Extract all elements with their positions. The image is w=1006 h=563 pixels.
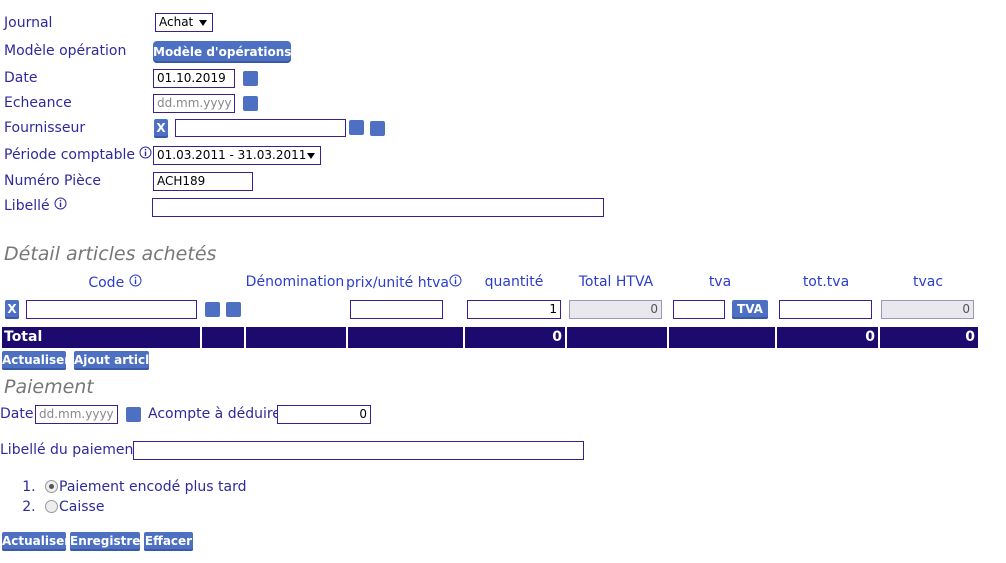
- info-icon: [449, 274, 462, 287]
- paiement-date-input[interactable]: dd.mm.yyyy: [35, 405, 118, 424]
- label-text: Libellé: [4, 198, 50, 214]
- tva-input[interactable]: [673, 300, 725, 319]
- quantite-input[interactable]: 1: [467, 300, 561, 319]
- search-icon[interactable]: [349, 120, 364, 135]
- model-button[interactable]: Modèle d'opérations: [153, 41, 291, 63]
- header-text: prix/unité htva: [346, 275, 449, 291]
- total-tot-tva: 0: [777, 327, 880, 348]
- column-header: tva: [708, 274, 732, 290]
- label: Modèle opération: [4, 43, 127, 59]
- column-header: tot.tva: [802, 274, 850, 290]
- fournisseur-input[interactable]: [175, 119, 346, 137]
- total-label: Total: [2, 327, 202, 348]
- enregistrer-button[interactable]: Enregistrer: [70, 532, 146, 551]
- add-icon[interactable]: [226, 302, 241, 317]
- column-header: Total HTVA: [578, 274, 654, 290]
- total-cell: [348, 327, 465, 348]
- radio-checked[interactable]: [45, 480, 58, 493]
- label: Journal: [4, 15, 53, 31]
- label: Echeance: [4, 95, 72, 111]
- option-text: Paiement encodé plus tard: [59, 479, 247, 495]
- date-input[interactable]: 01.10.2019: [153, 69, 235, 88]
- echeance-input[interactable]: dd.mm.yyyy: [153, 94, 235, 113]
- ajout-button[interactable]: Ajout article: [74, 351, 157, 370]
- label: Période comptable: [4, 146, 152, 164]
- tva-button[interactable]: TVA: [732, 300, 768, 319]
- journal-select[interactable]: Achat: [155, 13, 213, 32]
- actualiser-button[interactable]: Actualiser: [2, 532, 70, 551]
- calendar-icon[interactable]: [243, 96, 258, 111]
- label: Date: [0, 406, 34, 422]
- column-header: tvac: [912, 274, 944, 290]
- periode-select[interactable]: 01.03.2011 - 31.03.2011: [153, 146, 321, 165]
- total-cell: [567, 327, 669, 348]
- calendar-icon[interactable]: [126, 407, 141, 422]
- label: Numéro Pièce: [4, 173, 102, 189]
- option-text: Caisse: [59, 499, 105, 515]
- total-htva: 0: [465, 327, 567, 348]
- info-icon: [54, 197, 67, 210]
- column-header: quantité: [484, 274, 544, 290]
- acompte-input[interactable]: 0: [277, 405, 371, 424]
- tvac-input: 0: [881, 300, 974, 319]
- total-cell: [202, 327, 246, 348]
- effacer-button[interactable]: Effacer: [144, 532, 193, 551]
- info-icon: [139, 146, 152, 159]
- radio-dot: [49, 484, 54, 489]
- section-title: Détail articles achetés: [4, 243, 217, 265]
- option[interactable]: Caisse: [40, 497, 247, 517]
- info-icon: [129, 274, 142, 287]
- search-icon[interactable]: [205, 302, 220, 317]
- label: Libellé: [4, 197, 67, 215]
- label: Libellé du paiement: [0, 442, 139, 458]
- libelle-paiement-input[interactable]: [133, 441, 584, 460]
- prix-input[interactable]: [350, 300, 443, 319]
- payment-options: Paiement encodé plus tard Caisse: [0, 477, 247, 517]
- option[interactable]: Paiement encodé plus tard: [40, 477, 247, 497]
- total-cell: [246, 327, 348, 348]
- column-header: prix/unité htva: [345, 274, 463, 291]
- piece-input[interactable]: ACH189: [153, 172, 253, 191]
- total-htva-input: 0: [569, 300, 662, 319]
- radio[interactable]: [45, 500, 58, 513]
- label-text: Période comptable: [4, 147, 135, 163]
- column-header: Dénomination: [245, 274, 345, 290]
- actualiser-button[interactable]: Actualiser: [2, 351, 70, 370]
- add-icon[interactable]: [370, 121, 385, 136]
- clear-button[interactable]: X: [154, 119, 168, 138]
- total-cell: [669, 327, 777, 348]
- column-header: Code: [60, 274, 170, 291]
- header-text: Code: [88, 275, 125, 291]
- total-tvac: 0: [880, 327, 978, 348]
- label: Date: [4, 70, 38, 86]
- calendar-icon[interactable]: [243, 71, 258, 86]
- libelle-input[interactable]: [152, 198, 604, 217]
- label: Fournisseur: [4, 120, 86, 136]
- clear-button[interactable]: X: [5, 300, 19, 319]
- section-title: Paiement: [4, 376, 94, 398]
- tot-tva-input[interactable]: [779, 300, 872, 319]
- label: Acompte à déduire: [148, 406, 281, 422]
- code-input[interactable]: [26, 300, 197, 319]
